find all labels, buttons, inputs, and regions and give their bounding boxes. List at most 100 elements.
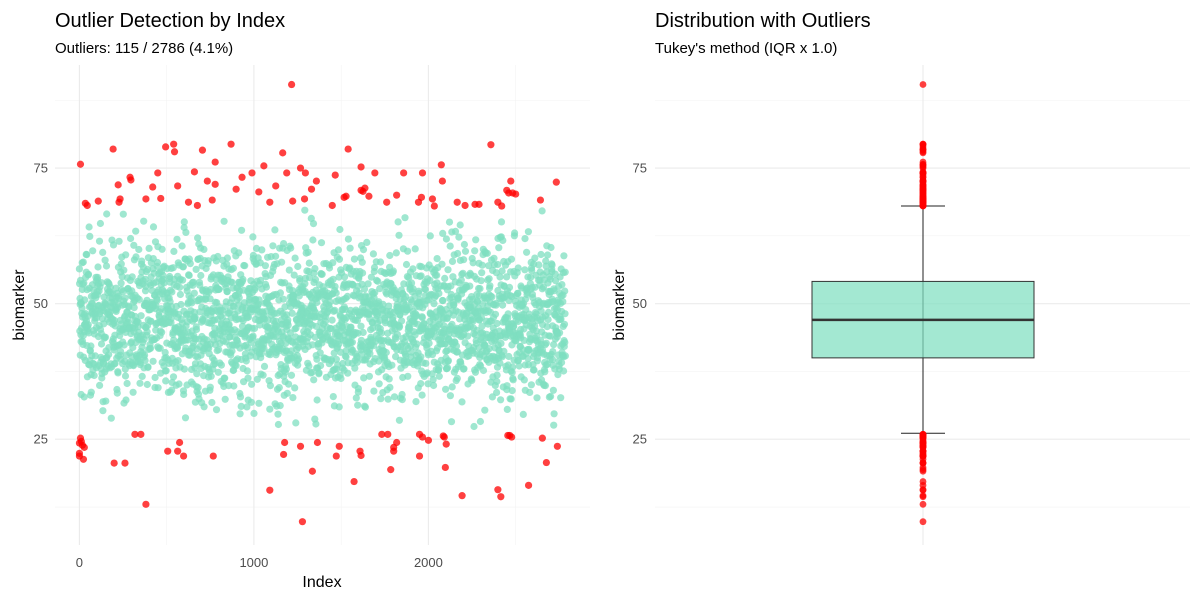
- inlier-point: [294, 361, 302, 369]
- outlier-point: [438, 177, 446, 185]
- inlier-point: [527, 381, 536, 389]
- outlier-point: [198, 146, 207, 154]
- inlier-point: [284, 321, 292, 329]
- inlier-point: [180, 390, 188, 399]
- inlier-point: [369, 324, 377, 332]
- inlier-point: [96, 219, 104, 228]
- inlier-point: [503, 405, 511, 413]
- inlier-point: [311, 265, 319, 273]
- chart-subtitle: Outliers: 115 / 2786 (4.1%): [55, 40, 233, 57]
- outlier-point: [400, 169, 408, 177]
- inlier-point: [208, 398, 216, 407]
- outlier-point: [238, 173, 246, 181]
- inlier-point: [460, 256, 468, 264]
- inlier-point: [117, 279, 125, 287]
- inlier-point: [119, 210, 127, 218]
- inlier-point: [350, 255, 358, 263]
- inlier-point: [354, 401, 362, 409]
- y-axis-ticks: 25 50 75: [34, 161, 48, 447]
- inlier-point: [136, 379, 144, 387]
- outlier-point: [94, 197, 102, 205]
- inlier-point: [237, 402, 245, 410]
- outlier-point: [371, 169, 379, 177]
- outlier-point: [313, 438, 322, 447]
- outlier-point: [415, 452, 424, 460]
- inlier-point: [470, 422, 478, 431]
- inlier-point: [249, 332, 257, 340]
- inlier-point: [346, 244, 354, 252]
- inlier-point: [369, 250, 377, 258]
- inlier-point: [379, 300, 387, 308]
- outlier-point: [553, 442, 561, 450]
- outlier-point: [149, 183, 157, 191]
- outlier-point: [279, 149, 287, 157]
- inlier-point: [435, 363, 443, 371]
- inlier-point: [556, 329, 564, 337]
- outlier-point: [390, 447, 398, 455]
- inlier-point: [496, 359, 504, 367]
- inlier-point: [557, 394, 565, 402]
- inlier-point: [141, 351, 149, 359]
- inlier-point: [560, 320, 569, 328]
- inlier-point: [335, 403, 343, 411]
- outlier-point: [919, 442, 927, 450]
- inlier-point: [469, 317, 477, 326]
- inlier-point: [396, 322, 404, 330]
- inlier-point: [287, 371, 296, 379]
- inlier-point: [542, 262, 550, 270]
- inlier-point: [235, 249, 243, 257]
- outlier-point: [110, 459, 118, 467]
- outlier-point: [342, 192, 350, 200]
- inlier-point: [276, 402, 284, 410]
- outlier-point: [281, 438, 289, 447]
- inlier-point: [456, 221, 464, 229]
- inlier-point: [117, 347, 125, 355]
- inlier-point: [79, 258, 87, 266]
- outlier-point: [307, 185, 316, 193]
- inlier-point: [493, 371, 501, 379]
- inlier-point: [170, 247, 178, 255]
- outlier-point: [919, 169, 927, 177]
- inlier-point: [316, 349, 324, 357]
- inlier-point: [238, 226, 246, 234]
- inlier-point: [282, 365, 290, 373]
- inlier-point: [317, 362, 325, 370]
- inlier-point: [175, 380, 183, 388]
- inlier-point: [348, 338, 356, 346]
- inlier-point: [455, 233, 463, 241]
- inlier-point: [521, 235, 529, 243]
- outlier-point: [301, 169, 309, 177]
- inlier-point: [182, 228, 190, 236]
- inlier-point: [386, 383, 394, 391]
- inlier-point: [176, 283, 184, 291]
- panel-index-scatter: Outlier Detection by Index Outliers: 115…: [11, 10, 590, 591]
- outlier-point: [542, 458, 550, 467]
- inlier-point: [441, 274, 449, 282]
- inlier-point: [448, 257, 457, 265]
- inlier-point: [507, 255, 516, 263]
- inlier-point: [527, 273, 535, 281]
- inlier-point: [339, 359, 347, 368]
- inlier-point: [329, 259, 337, 267]
- inlier-point: [342, 347, 350, 355]
- inlier-point: [418, 391, 426, 399]
- outlier-point: [524, 481, 533, 489]
- inlier-point: [243, 367, 251, 375]
- inlier-point: [547, 243, 555, 252]
- inlier-point: [503, 382, 511, 390]
- outlier-point: [193, 201, 201, 210]
- inlier-point: [461, 247, 470, 255]
- inlier-point: [192, 325, 201, 334]
- inlier-point: [109, 241, 118, 249]
- inlier-point: [188, 299, 196, 307]
- inlier-point: [101, 333, 110, 341]
- inlier-point: [173, 235, 181, 243]
- inlier-point: [402, 260, 411, 269]
- inlier-point: [191, 313, 199, 321]
- inlier-point: [99, 248, 107, 256]
- inlier-point: [285, 380, 293, 388]
- inlier-point: [398, 317, 406, 325]
- inlier-point: [509, 376, 517, 384]
- inlier-point: [375, 380, 383, 388]
- inlier-point: [398, 396, 406, 404]
